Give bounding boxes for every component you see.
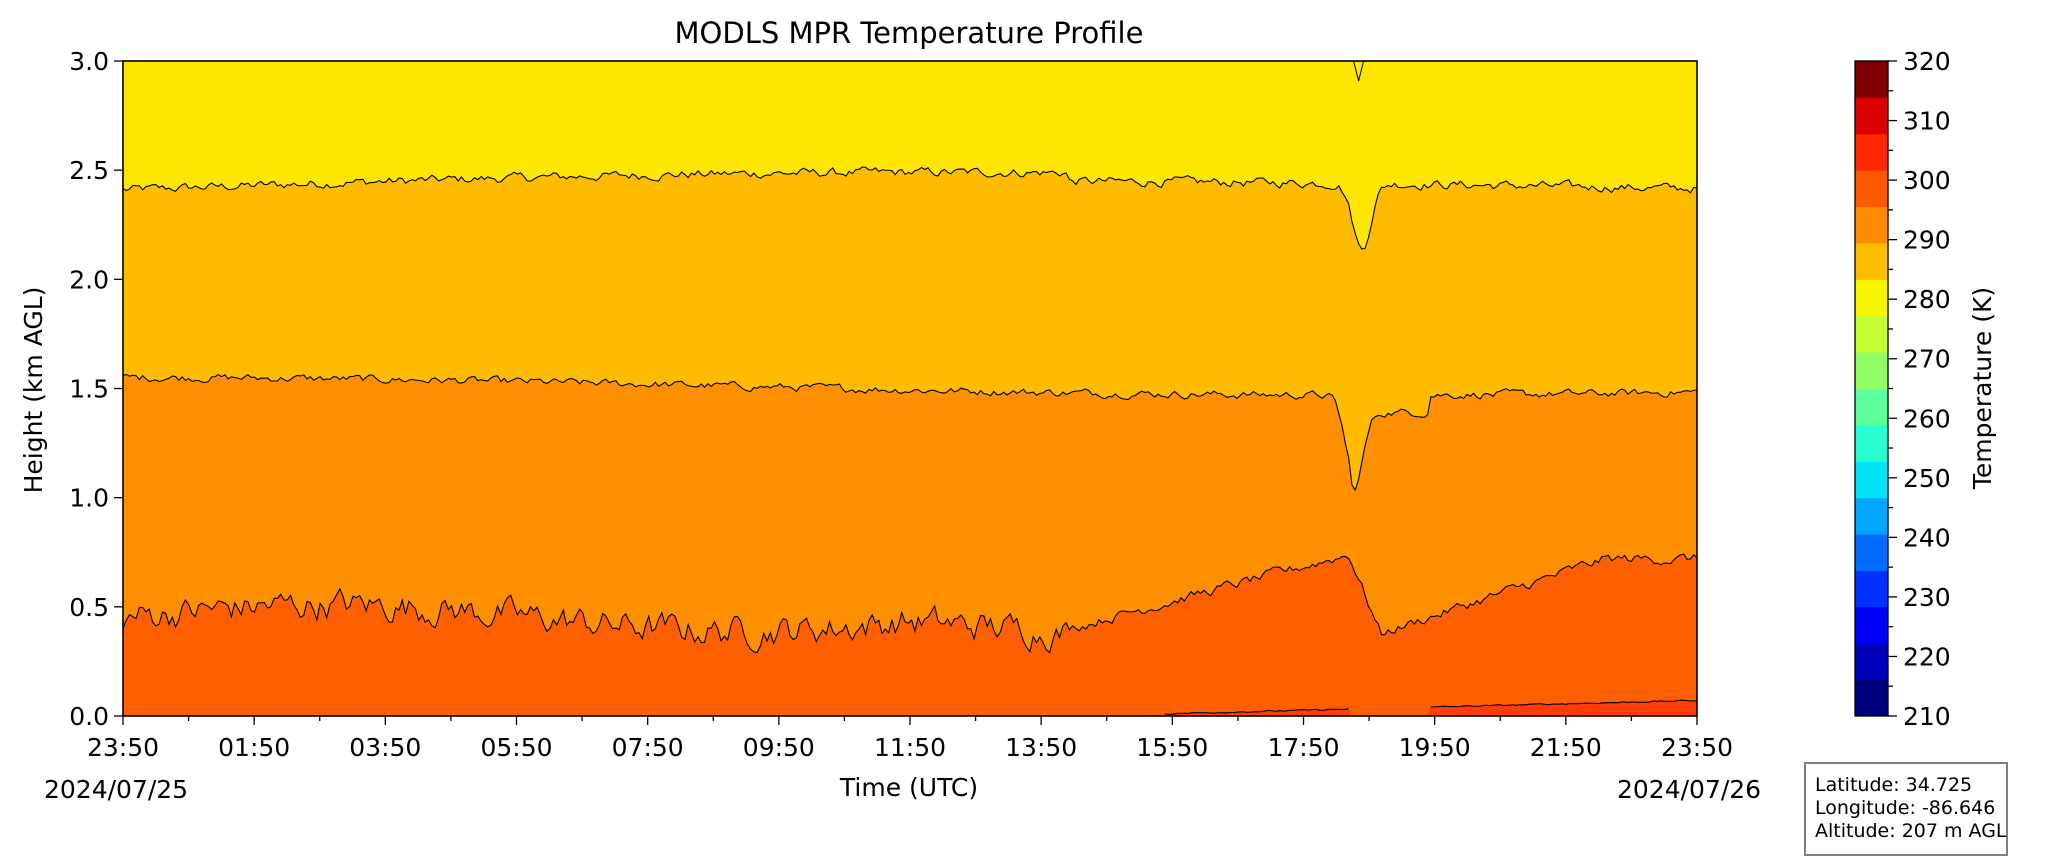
colorbar-segment — [1855, 534, 1888, 571]
colorbar-tick-label: 300 — [1903, 166, 1951, 195]
colorbar-tick-label: 270 — [1903, 345, 1951, 374]
colorbar-segment — [1855, 497, 1888, 535]
contour-line-290 — [122, 553, 1698, 654]
contour-line-295 — [1164, 699, 1698, 715]
longitude-text: Longitude: -86.646 — [1815, 797, 1996, 819]
colorbar: 210 220 230 240 250 260 270 280 290 300 310 320 — [1854, 47, 1951, 731]
x-end-date: 2024/07/26 — [1617, 775, 1761, 804]
colorbar-segment — [1855, 133, 1888, 171]
temp-band-295 — [123, 554, 1697, 716]
colorbar-tick-label: 250 — [1903, 464, 1951, 493]
colorbar-segment — [1855, 352, 1888, 389]
colorbar-label: Temperature (K) — [1968, 287, 1997, 490]
x-axis-label: Time (UTC) — [839, 773, 978, 802]
x-tick-label: 11:50 — [874, 733, 946, 762]
colorbar-segment — [1855, 61, 1888, 98]
y-axis-label: Height (km AGL) — [19, 287, 48, 494]
colorbar-segment — [1855, 643, 1888, 681]
x-tick-label: 05:50 — [480, 733, 552, 762]
colorbar-tick-label: 280 — [1903, 285, 1951, 314]
x-start-date: 2024/07/25 — [44, 775, 188, 804]
colorbar-segment — [1855, 170, 1888, 208]
latitude-text: Latitude: 34.725 — [1815, 774, 1973, 796]
y-axis: 0.0 0.5 1.0 1.5 2.0 2.5 3.0 — [69, 47, 123, 731]
colorbar-segment — [1855, 206, 1888, 244]
y-tick-label: 0.0 — [69, 702, 109, 731]
colorbar-segment — [1855, 461, 1888, 499]
x-tick-label: 23:50 — [87, 733, 159, 762]
colorbar-tick-label: 230 — [1903, 583, 1951, 612]
x-axis: 23:50 01:50 03:50 05:50 07:50 09:50 11:50 13:50… — [87, 716, 1733, 762]
y-tick-label: 0.5 — [69, 593, 109, 622]
colorbar-tick-label: 320 — [1903, 47, 1951, 76]
colorbar-tick-label: 310 — [1903, 107, 1951, 136]
colorbar-tick-label: 290 — [1903, 226, 1951, 255]
x-tick-label: 09:50 — [743, 733, 815, 762]
colorbar-segment — [1855, 388, 1888, 426]
temp-band-285 — [123, 167, 1697, 490]
x-tick-label: 21:50 — [1530, 733, 1602, 762]
altitude-text: Altitude: 207 m AGL — [1815, 820, 2007, 842]
x-tick-label: 13:50 — [1005, 733, 1077, 762]
x-tick-label: 07:50 — [612, 733, 684, 762]
chart-title: MODLS MPR Temperature Profile — [675, 16, 1144, 50]
x-tick-label: 01:50 — [218, 733, 290, 762]
x-tick-label: 19:50 — [1399, 733, 1471, 762]
y-tick-label: 1.0 — [69, 484, 109, 513]
temp-band-280 — [123, 61, 1697, 249]
colorbar-segment — [1855, 97, 1888, 135]
colorbar-segment — [1855, 606, 1888, 644]
colorbar-segment — [1855, 279, 1888, 317]
contour-280-spike — [1353, 60, 1365, 82]
x-tick-label: 17:50 — [1267, 733, 1339, 762]
colorbar-tick-label: 210 — [1903, 702, 1951, 731]
colorbar-tick-label: 260 — [1903, 404, 1951, 433]
temp-band-290 — [123, 374, 1697, 653]
colorbar-segment — [1855, 570, 1888, 608]
contour-line-280 — [122, 166, 1698, 250]
x-tick-label: 15:50 — [1136, 733, 1208, 762]
colorbar-segment — [1855, 315, 1888, 353]
colorbar-segment — [1855, 679, 1888, 717]
location-info-box: Latitude: 34.725 Longitude: -86.646 Alti… — [1804, 762, 2008, 856]
colorbar-segment — [1855, 242, 1888, 280]
x-tick-label: 03:50 — [349, 733, 421, 762]
y-tick-label: 1.5 — [69, 375, 109, 404]
x-tick-label: 23:50 — [1661, 733, 1733, 762]
colorbar-segment — [1855, 424, 1888, 462]
colorbar-tick-label: 240 — [1903, 523, 1951, 552]
y-tick-label: 2.0 — [69, 265, 109, 294]
y-tick-label: 3.0 — [69, 47, 109, 76]
contour-line-285 — [122, 373, 1698, 492]
plot-area — [122, 60, 1698, 717]
y-tick-label: 2.5 — [69, 156, 109, 185]
colorbar-tick-label: 220 — [1903, 642, 1951, 671]
temp-band-300 — [123, 700, 1697, 716]
